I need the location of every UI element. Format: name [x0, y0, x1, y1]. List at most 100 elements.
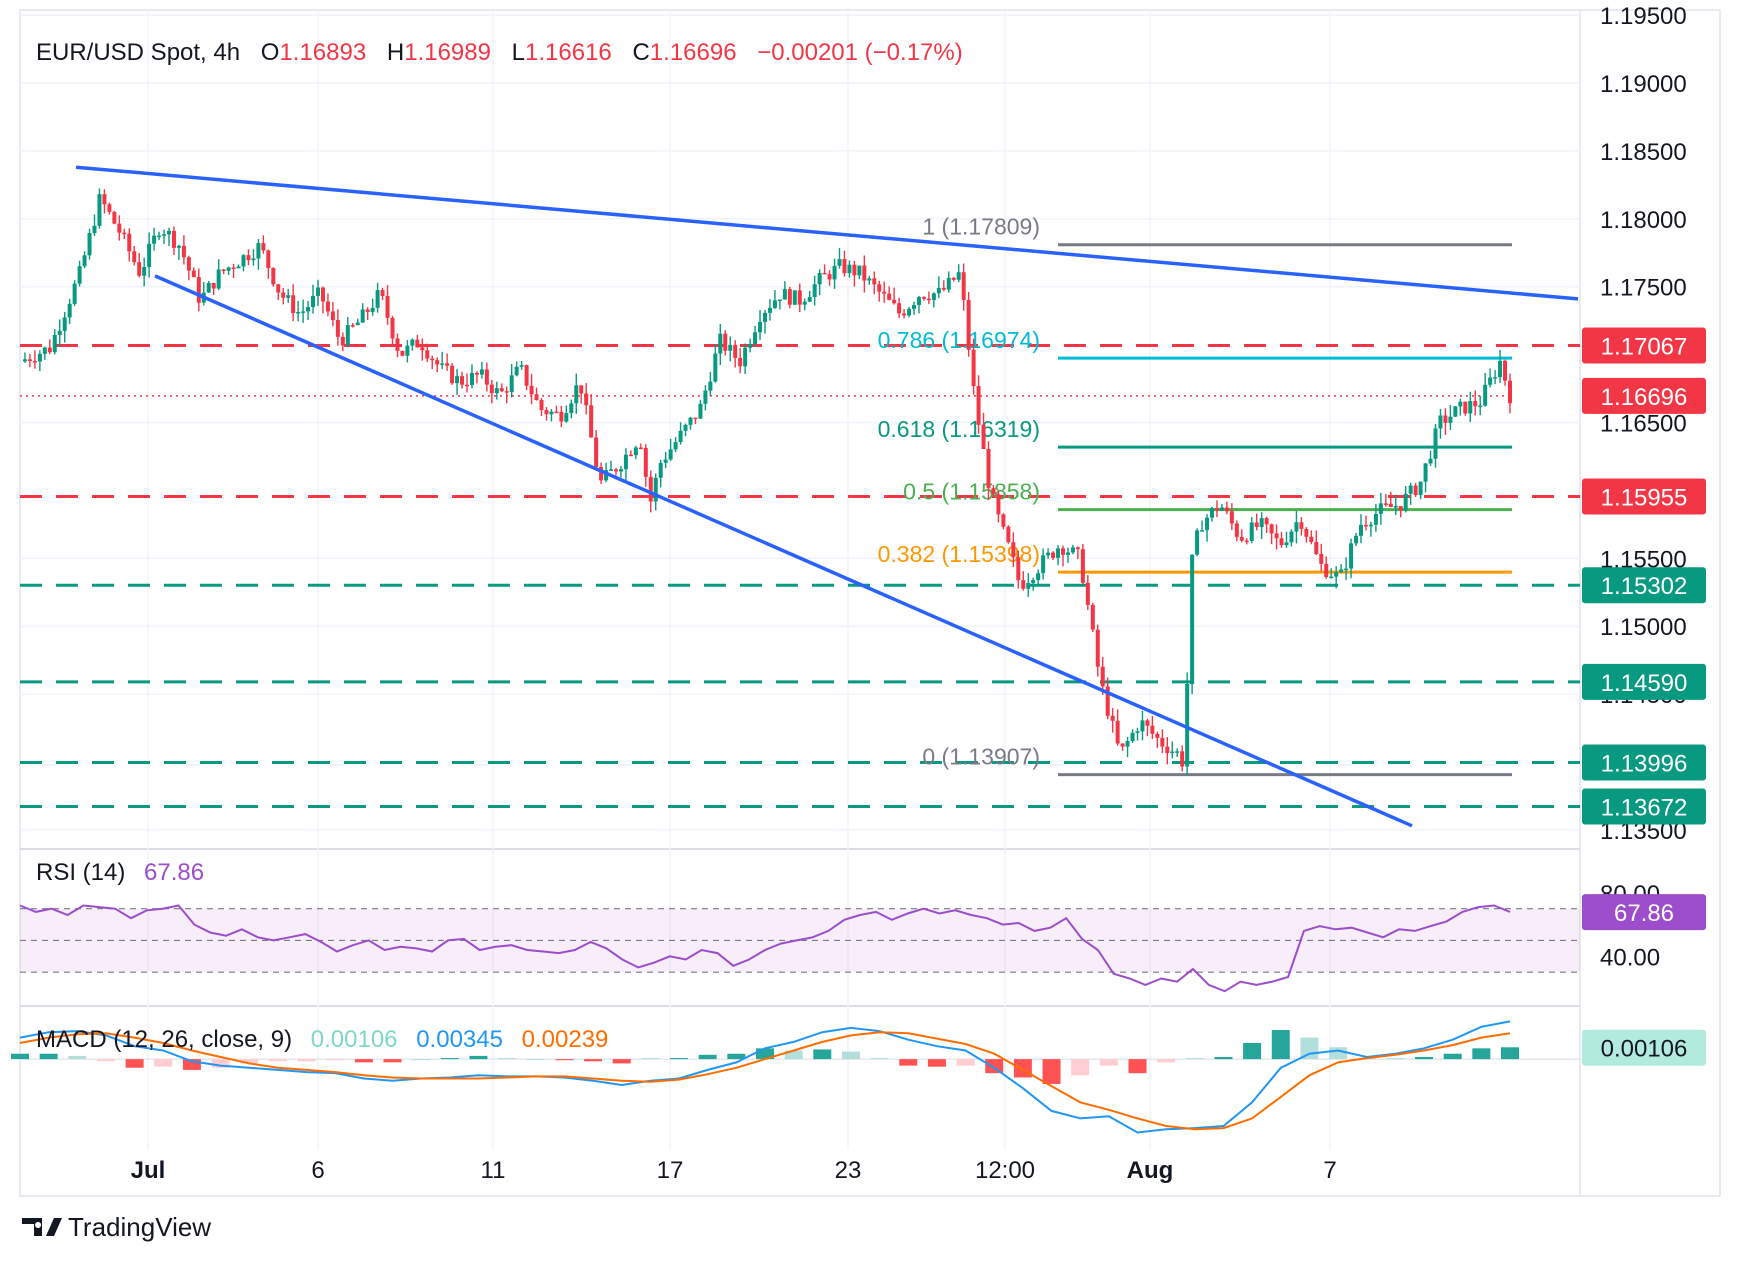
- candle-body: [1135, 731, 1140, 733]
- candle-body: [609, 469, 614, 471]
- candle-body: [1249, 522, 1254, 542]
- candle-body: [827, 274, 832, 280]
- candle-body: [1041, 555, 1046, 574]
- level-tag: 1.17067: [1601, 334, 1688, 361]
- candle-body: [216, 269, 221, 289]
- macd-histogram-bar: [1013, 1059, 1032, 1078]
- macd-pane: 0.00106: [11, 1020, 1706, 1134]
- candle-body: [1165, 746, 1170, 754]
- macd-histogram-bar: [1128, 1059, 1147, 1074]
- chart-frame: [19, 9, 1721, 1197]
- candle-body: [1190, 554, 1195, 684]
- candle-body: [907, 308, 912, 316]
- candle-body: [251, 258, 256, 261]
- candle-body: [857, 265, 862, 276]
- macd-histogram-bar: [154, 1059, 173, 1067]
- candle-body: [1279, 538, 1284, 546]
- candle-body: [281, 292, 286, 298]
- candle-body: [82, 255, 87, 267]
- candle-body: [266, 250, 271, 269]
- candle-body: [1006, 526, 1011, 543]
- candle-body: [375, 290, 380, 308]
- candle-body: [1125, 741, 1130, 747]
- candle-body: [1021, 580, 1026, 589]
- candle-body: [385, 295, 390, 318]
- candle-body: [57, 330, 62, 335]
- level-tag: 1.13996: [1601, 751, 1688, 778]
- time-tick-label: 23: [835, 1157, 862, 1184]
- candle-body: [1051, 552, 1056, 558]
- symbol-title: EUR/USD Spot, 4h: [36, 39, 240, 66]
- rsi-legend-value: 67.86: [144, 859, 204, 886]
- candle-body: [1324, 563, 1329, 578]
- candle-body: [1393, 506, 1398, 508]
- macd-histogram-bar: [268, 1059, 287, 1062]
- candle-body: [738, 357, 743, 367]
- candle-body: [1085, 582, 1090, 605]
- candle-body: [698, 403, 703, 419]
- candle-body: [425, 350, 430, 359]
- macd-histogram-bar: [297, 1059, 316, 1062]
- high-value: 1.16989: [404, 39, 491, 66]
- candle-body: [415, 339, 420, 348]
- time-tick-label: 7: [1323, 1157, 1336, 1184]
- macd-histogram-bar: [1472, 1048, 1491, 1060]
- rsi-title: RSI (14): [36, 859, 125, 886]
- rsi-line: [19, 904, 1511, 993]
- candle-body: [837, 259, 842, 266]
- price-tick-label: 1.19500: [1600, 3, 1687, 30]
- candle-body: [782, 289, 787, 300]
- candle-body: [529, 385, 534, 395]
- candle-body: [440, 363, 445, 365]
- candle-body: [971, 349, 976, 386]
- candle-body: [663, 459, 668, 463]
- time-tick-label: 17: [657, 1157, 684, 1184]
- candle-body: [852, 264, 857, 276]
- candle-body: [157, 235, 162, 238]
- candle-body: [549, 411, 554, 415]
- candle-body: [1080, 549, 1085, 583]
- macd-histogram-bar: [326, 1059, 345, 1061]
- level-tag: 1.14590: [1601, 670, 1688, 697]
- candle-body: [117, 223, 122, 233]
- candle-body: [87, 233, 92, 256]
- candle-body: [1378, 503, 1383, 514]
- level-tag: 1.13672: [1601, 795, 1688, 822]
- candle-body: [147, 243, 152, 267]
- candle-body: [633, 447, 638, 456]
- fib-label: 0.786 (1.16974): [878, 327, 1040, 353]
- candle-body: [271, 268, 276, 285]
- candle-body: [1304, 528, 1309, 537]
- candle-body: [32, 361, 37, 363]
- candle-body: [27, 359, 32, 362]
- candle-body: [350, 325, 355, 327]
- candle-body: [1299, 522, 1304, 529]
- candle-body: [802, 301, 807, 305]
- level-tag-bg: [1582, 663, 1706, 700]
- time-tick-label: Jul: [131, 1157, 166, 1184]
- candle-body: [817, 272, 822, 285]
- macd-histogram-bar: [412, 1059, 431, 1061]
- rsi-legend: RSI (14) 67.86: [36, 859, 204, 886]
- price-tick-label: 1.17500: [1600, 275, 1687, 302]
- candle-body: [1210, 507, 1214, 518]
- candle-body: [196, 277, 201, 303]
- trendline: [75, 165, 1579, 301]
- price-tick-label: 1.18500: [1600, 139, 1687, 166]
- candle-body: [1011, 542, 1016, 558]
- candle-body: [713, 353, 718, 382]
- candle-body: [400, 350, 405, 356]
- macd-histogram-bar: [1386, 1058, 1405, 1060]
- candle-body: [961, 272, 966, 300]
- candle-body: [653, 477, 658, 502]
- candle-body: [330, 311, 335, 321]
- level-tag-bg: [1582, 567, 1706, 604]
- macd-tag-bg: [1582, 1029, 1706, 1066]
- level-tag-bg: [1582, 788, 1706, 825]
- candle-body: [688, 417, 693, 425]
- level-tag: 1.15302: [1601, 573, 1688, 600]
- candle-body: [1468, 401, 1473, 414]
- candle-body: [1503, 360, 1508, 381]
- candle-body: [450, 365, 455, 384]
- candle-body: [867, 278, 872, 281]
